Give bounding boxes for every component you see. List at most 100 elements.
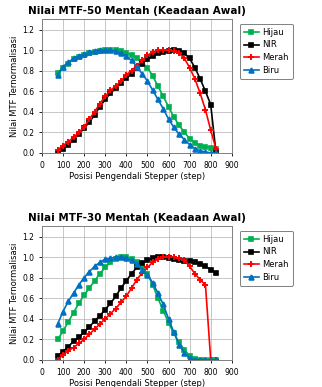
Merah [193, 77, 197, 81]
Merah [135, 63, 139, 68]
Merah [109, 88, 112, 92]
Hijau [109, 48, 112, 53]
Biru [177, 132, 181, 137]
Hijau [193, 140, 197, 145]
Merah [182, 56, 186, 61]
NIR [172, 257, 176, 262]
Biru [119, 51, 123, 56]
NIR [119, 81, 123, 86]
Hijau [177, 123, 181, 127]
NIR [82, 330, 86, 334]
Line: Merah: Merah [54, 254, 220, 363]
NIR [130, 72, 134, 76]
NIR [214, 151, 218, 155]
Hijau [161, 308, 165, 313]
Biru [87, 50, 91, 55]
Merah [172, 255, 176, 260]
Biru [66, 60, 70, 65]
Biru [109, 48, 112, 53]
NIR [209, 267, 213, 272]
Biru [114, 255, 118, 260]
Merah [146, 265, 149, 270]
Biru [188, 142, 192, 147]
X-axis label: Posisi Pengendali Stepper (step): Posisi Pengendali Stepper (step) [69, 379, 205, 387]
NIR [93, 319, 97, 323]
Merah [130, 68, 134, 73]
NIR [71, 339, 75, 344]
NIR [114, 294, 118, 298]
Biru [166, 116, 170, 121]
Merah [98, 322, 102, 326]
Biru [209, 358, 213, 362]
Hijau [130, 257, 134, 262]
Merah [114, 306, 118, 311]
Hijau [161, 94, 165, 99]
Merah [198, 277, 202, 282]
Biru [172, 330, 176, 334]
NIR [182, 259, 186, 264]
Title: Nilai MTF-50 Mentah (Keadaan Awal): Nilai MTF-50 Mentah (Keadaan Awal) [28, 6, 246, 16]
Biru [198, 358, 202, 362]
NIR [166, 49, 170, 53]
X-axis label: Posisi Pengendali Stepper (step): Posisi Pengendali Stepper (step) [69, 172, 205, 182]
Hijau [71, 310, 75, 315]
Biru [93, 49, 97, 53]
NIR [61, 349, 65, 354]
Hijau [166, 320, 170, 325]
Biru [82, 276, 86, 280]
NIR [87, 120, 91, 124]
Line: Hijau: Hijau [55, 255, 218, 362]
Hijau [98, 49, 102, 53]
Hijau [172, 331, 176, 336]
Merah [214, 146, 218, 151]
Merah [151, 50, 155, 55]
NIR [61, 146, 65, 151]
Hijau [204, 144, 207, 149]
NIR [71, 137, 75, 142]
NIR [119, 286, 123, 290]
Hijau [209, 146, 213, 150]
NIR [161, 255, 165, 260]
NIR [77, 132, 81, 137]
NIR [161, 50, 165, 55]
Biru [82, 52, 86, 57]
Hijau [103, 265, 107, 270]
Hijau [124, 255, 128, 260]
Merah [198, 91, 202, 96]
Hijau [56, 70, 60, 75]
Hijau [66, 320, 70, 324]
Merah [93, 110, 97, 114]
Biru [103, 257, 107, 262]
Hijau [119, 49, 123, 53]
NIR [130, 271, 134, 276]
NIR [146, 258, 149, 263]
NIR [198, 262, 202, 267]
Merah [146, 53, 149, 58]
Merah [209, 128, 213, 133]
Hijau [87, 286, 91, 290]
Line: Biru: Biru [55, 48, 218, 155]
Merah [182, 258, 186, 263]
Hijau [93, 50, 97, 55]
Hijau [114, 257, 118, 262]
Biru [114, 49, 118, 53]
Merah [103, 94, 107, 99]
NIR [93, 113, 97, 117]
Biru [77, 283, 81, 287]
Merah [135, 277, 139, 282]
Merah [119, 300, 123, 305]
Hijau [151, 283, 155, 287]
Biru [56, 322, 60, 326]
Biru [182, 350, 186, 355]
Hijau [87, 51, 91, 56]
NIR [109, 91, 112, 96]
Biru [119, 255, 123, 260]
NIR [204, 264, 207, 269]
Hijau [151, 74, 155, 78]
Biru [151, 281, 155, 285]
Merah [188, 264, 192, 269]
Hijau [214, 358, 218, 362]
Hijau [124, 51, 128, 56]
Hijau [66, 61, 70, 66]
Hijau [140, 265, 144, 270]
